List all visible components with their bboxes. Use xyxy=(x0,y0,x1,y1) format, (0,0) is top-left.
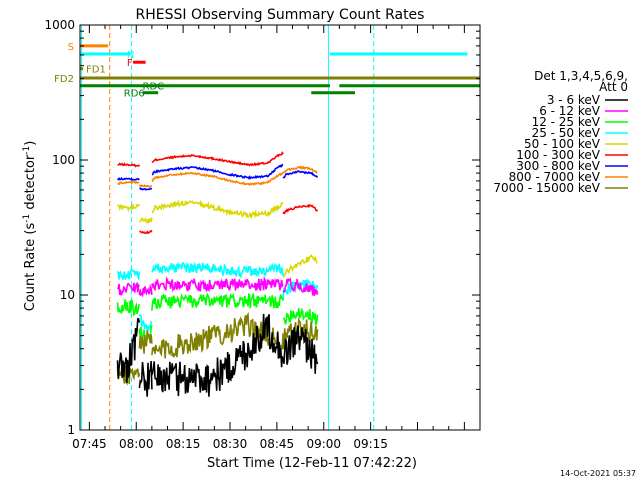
y-axis-label-sup1: -1 xyxy=(22,214,32,223)
series-line-7-3 xyxy=(282,317,319,350)
series-line-0-3 xyxy=(282,204,319,215)
series-line-8-1 xyxy=(138,360,153,397)
series-line-8-0 xyxy=(116,318,141,383)
flag-label-0: S xyxy=(68,42,74,53)
flag-label-5: RDC xyxy=(143,82,165,93)
series-line-6-0 xyxy=(116,299,141,317)
series-line-1-3 xyxy=(282,170,319,179)
y-tick-label-0: 1 xyxy=(67,423,75,437)
legend-label-5: 100 - 300 keV xyxy=(516,148,600,162)
legend-label-0: 3 - 6 keV xyxy=(547,93,601,107)
legend-label-3: 25 - 50 keV xyxy=(532,126,601,140)
legend-label-2: 12 - 25 keV xyxy=(532,115,601,129)
series-line-1-0 xyxy=(117,176,140,181)
series-line-1-1 xyxy=(139,187,153,191)
series-line-5-0 xyxy=(116,281,140,296)
x-tick-label-1: 08:00 xyxy=(119,437,154,451)
legend-label-4: 50 - 100 keV xyxy=(524,137,601,151)
y-tick-label-1: 10 xyxy=(60,288,75,302)
x-tick-label-6: 09:15 xyxy=(353,437,388,451)
series-line-8-3 xyxy=(282,325,319,374)
series-line-0-2 xyxy=(151,151,284,167)
y-axis-label-mid: detector xyxy=(23,154,38,214)
series-line-2-3 xyxy=(282,165,318,174)
axes: 1 10 100 1000 07:45 08:00 08:15 08:30 08:45 09:00… xyxy=(44,18,481,451)
flag-label-2: F xyxy=(127,58,133,69)
series-line-2-1 xyxy=(138,184,152,189)
series-line-4-2 xyxy=(151,261,284,279)
y-axis-label-sup2: -1 xyxy=(22,146,32,155)
legend-label-6: 300 - 800 keV xyxy=(516,159,600,173)
series-line-3-3 xyxy=(282,254,318,278)
series-line-4-0 xyxy=(116,267,141,282)
flag-label-3: FD1 xyxy=(86,65,106,76)
series-line-5-1 xyxy=(138,283,153,298)
legend-label-1: 6 - 12 keV xyxy=(539,104,601,118)
y-axis-label-main: Count Rate (s xyxy=(23,223,38,312)
series-line-3-2 xyxy=(151,199,284,220)
x-tick-label-4: 08:45 xyxy=(260,437,295,451)
series-line-3-1 xyxy=(139,216,153,224)
series-line-6-2 xyxy=(151,292,284,311)
x-tick-label-2: 08:15 xyxy=(166,437,201,451)
plot-frame xyxy=(79,24,481,431)
y-axis-label: Count Rate (s-1 detector-1) xyxy=(22,141,38,312)
series-line-7-1 xyxy=(138,330,153,354)
series-line-3-0 xyxy=(116,202,141,213)
series-line-4-1 xyxy=(138,313,153,331)
render-timestamp: 14-Oct-2021 05:37 xyxy=(560,469,636,478)
legend-label-7: 800 - 7000 keV xyxy=(509,170,601,184)
flag-label-1: N xyxy=(127,50,134,61)
x-axis-label: Start Time (12-Feb-11 07:42:22) xyxy=(207,456,417,471)
y-axis-label-end: ) xyxy=(23,141,38,146)
legend-header-detectors: Det 1,3,4,5,6,9, xyxy=(534,69,628,83)
series-line-0-0 xyxy=(117,162,141,168)
x-tick-label-3: 08:30 xyxy=(213,437,248,451)
series-line-0-1 xyxy=(139,229,153,235)
x-tick-label-0: 07:45 xyxy=(72,437,107,451)
x-tick-label-5: 09:00 xyxy=(306,437,341,451)
series-line-1-2 xyxy=(151,163,284,180)
series-line-2-2 xyxy=(151,171,284,187)
legend-label-8: 7000 - 15000 keV xyxy=(493,181,600,195)
chart-title: RHESSI Observing Summary Count Rates xyxy=(136,7,425,23)
series-line-2-0 xyxy=(117,180,140,186)
series-line-7-2 xyxy=(151,311,284,359)
y-tick-label-2: 100 xyxy=(52,153,75,167)
flag-label-6: RD6 xyxy=(124,89,145,100)
series-line-5-2 xyxy=(151,275,284,293)
y-tick-label-3: 1000 xyxy=(44,18,75,32)
series-lines xyxy=(116,151,319,397)
series-line-5-3 xyxy=(282,277,319,296)
legend-header-attenuator: Att 0 xyxy=(599,80,628,94)
series-line-8-2 xyxy=(151,313,284,397)
flag-label-4: FD2 xyxy=(54,74,74,85)
